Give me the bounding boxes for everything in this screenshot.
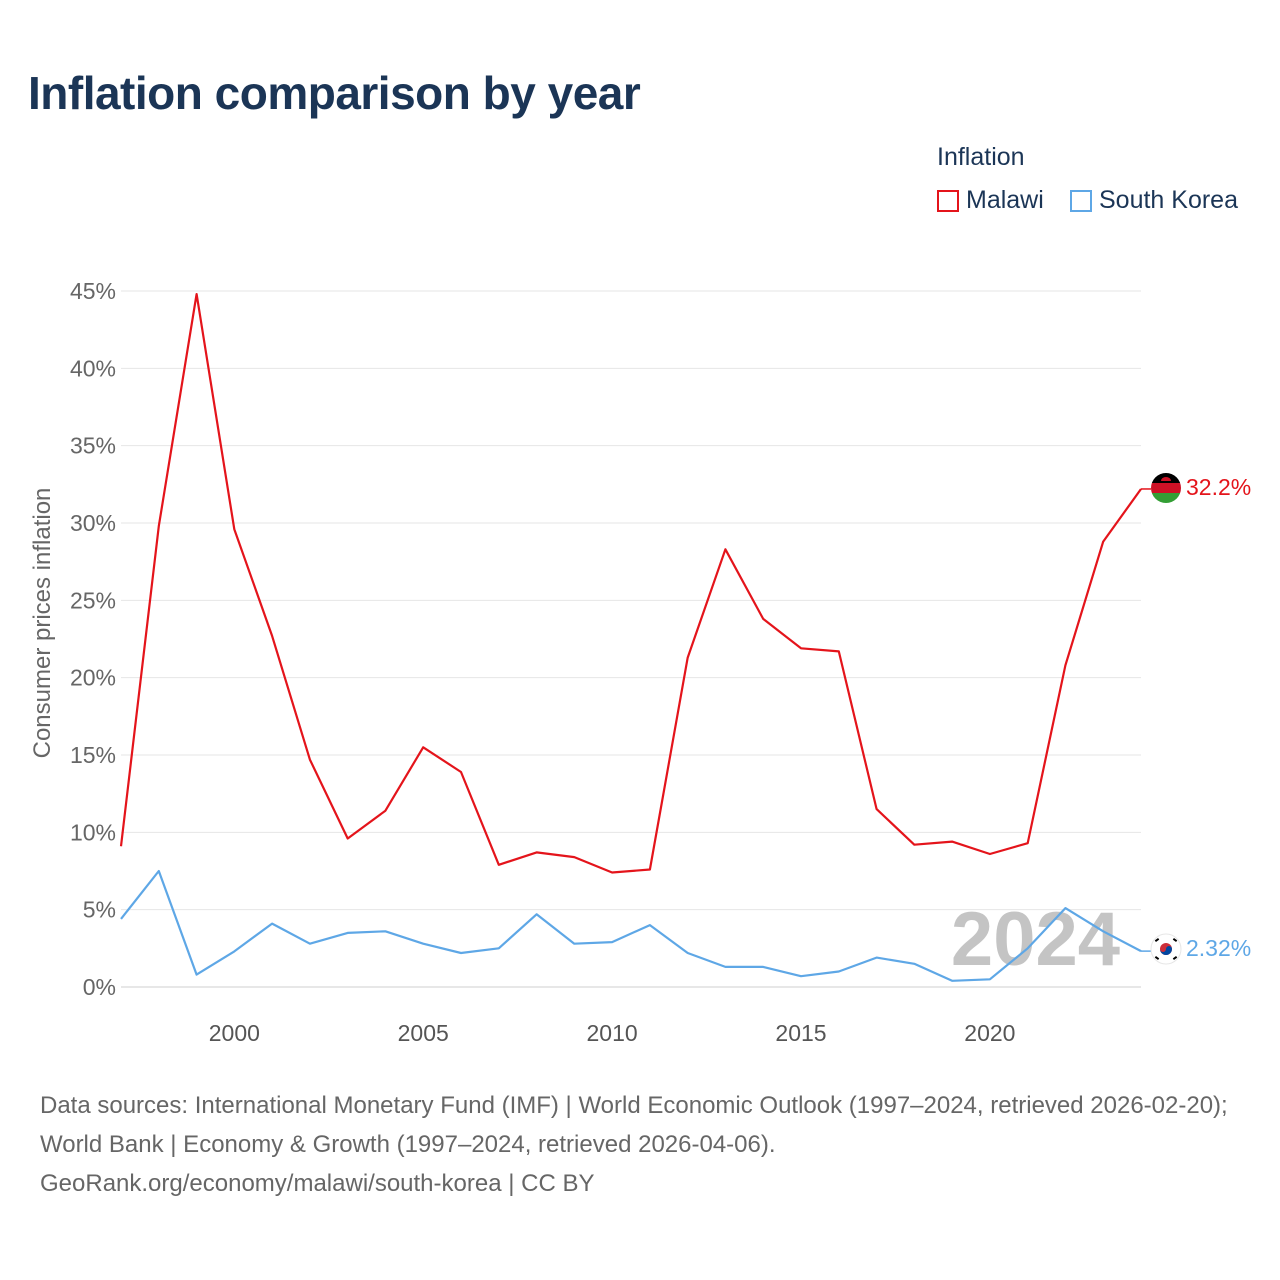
x-tick-label-2000: 2000 (209, 1020, 260, 1046)
legend-item-malawi[interactable]: Malawi (937, 186, 1044, 215)
south-korea-flag-icon (1151, 934, 1181, 964)
gridlines (121, 290, 1141, 988)
y-tick-label-45: 45% (70, 278, 116, 304)
chart-title: Inflation comparison by year (28, 67, 641, 119)
end-label-south-korea: 2.32% (1186, 935, 1251, 961)
y-tick-label-25: 25% (70, 587, 116, 613)
legend-title: Inflation (937, 143, 1025, 171)
source-note: Data sources: International Monetary Fun… (40, 1086, 1250, 1203)
y-axis-ticks: 0% 5% 10% 15% 20% 25% 30% 35% 40% 45% (70, 278, 116, 1000)
y-tick-label-20: 20% (70, 665, 116, 691)
x-tick-label-2020: 2020 (964, 1020, 1015, 1046)
series-line-south-korea (120, 869, 1142, 982)
y-tick-label-40: 40% (70, 355, 116, 381)
y-tick-label-10: 10% (70, 819, 116, 845)
source-link[interactable]: GeoRank.org/economy/malawi/south-korea |… (40, 1170, 595, 1197)
y-tick-label-35: 35% (70, 433, 116, 459)
series-line-malawi (119, 293, 1142, 874)
legend-item-south-korea[interactable]: South Korea (1070, 186, 1238, 215)
end-label-malawi: 32.2% (1186, 474, 1251, 500)
legend-swatch-south-korea (1070, 189, 1092, 212)
source-text: Data sources: International Monetary Fun… (40, 1092, 1228, 1158)
x-tick-label-2005: 2005 (398, 1020, 449, 1046)
line-chart: 0% 5% 10% 15% 20% 25% 30% 35% 40% 45% 2000 2005 201… (29, 278, 1251, 1046)
x-tick-label-2010: 2010 (587, 1020, 638, 1046)
y-axis-label: Consumer prices inflation (29, 488, 56, 759)
legend-swatch-malawi (937, 189, 959, 212)
y-tick-label-30: 30% (70, 510, 116, 536)
series-lines (119, 293, 1151, 982)
x-tick-label-2015: 2015 (775, 1020, 826, 1046)
legend-label-south-korea: South Korea (1099, 186, 1238, 214)
y-tick-label-15: 15% (70, 742, 116, 768)
y-tick-label-0: 0% (83, 974, 116, 1000)
x-axis-ticks: 2000 2005 2010 2015 2020 (209, 1020, 1016, 1046)
south-korea-flag-border (1150, 933, 1182, 965)
malawi-flag-icon (1151, 473, 1181, 503)
y-tick-label-5: 5% (83, 897, 116, 923)
legend-label-malawi: Malawi (966, 186, 1044, 214)
